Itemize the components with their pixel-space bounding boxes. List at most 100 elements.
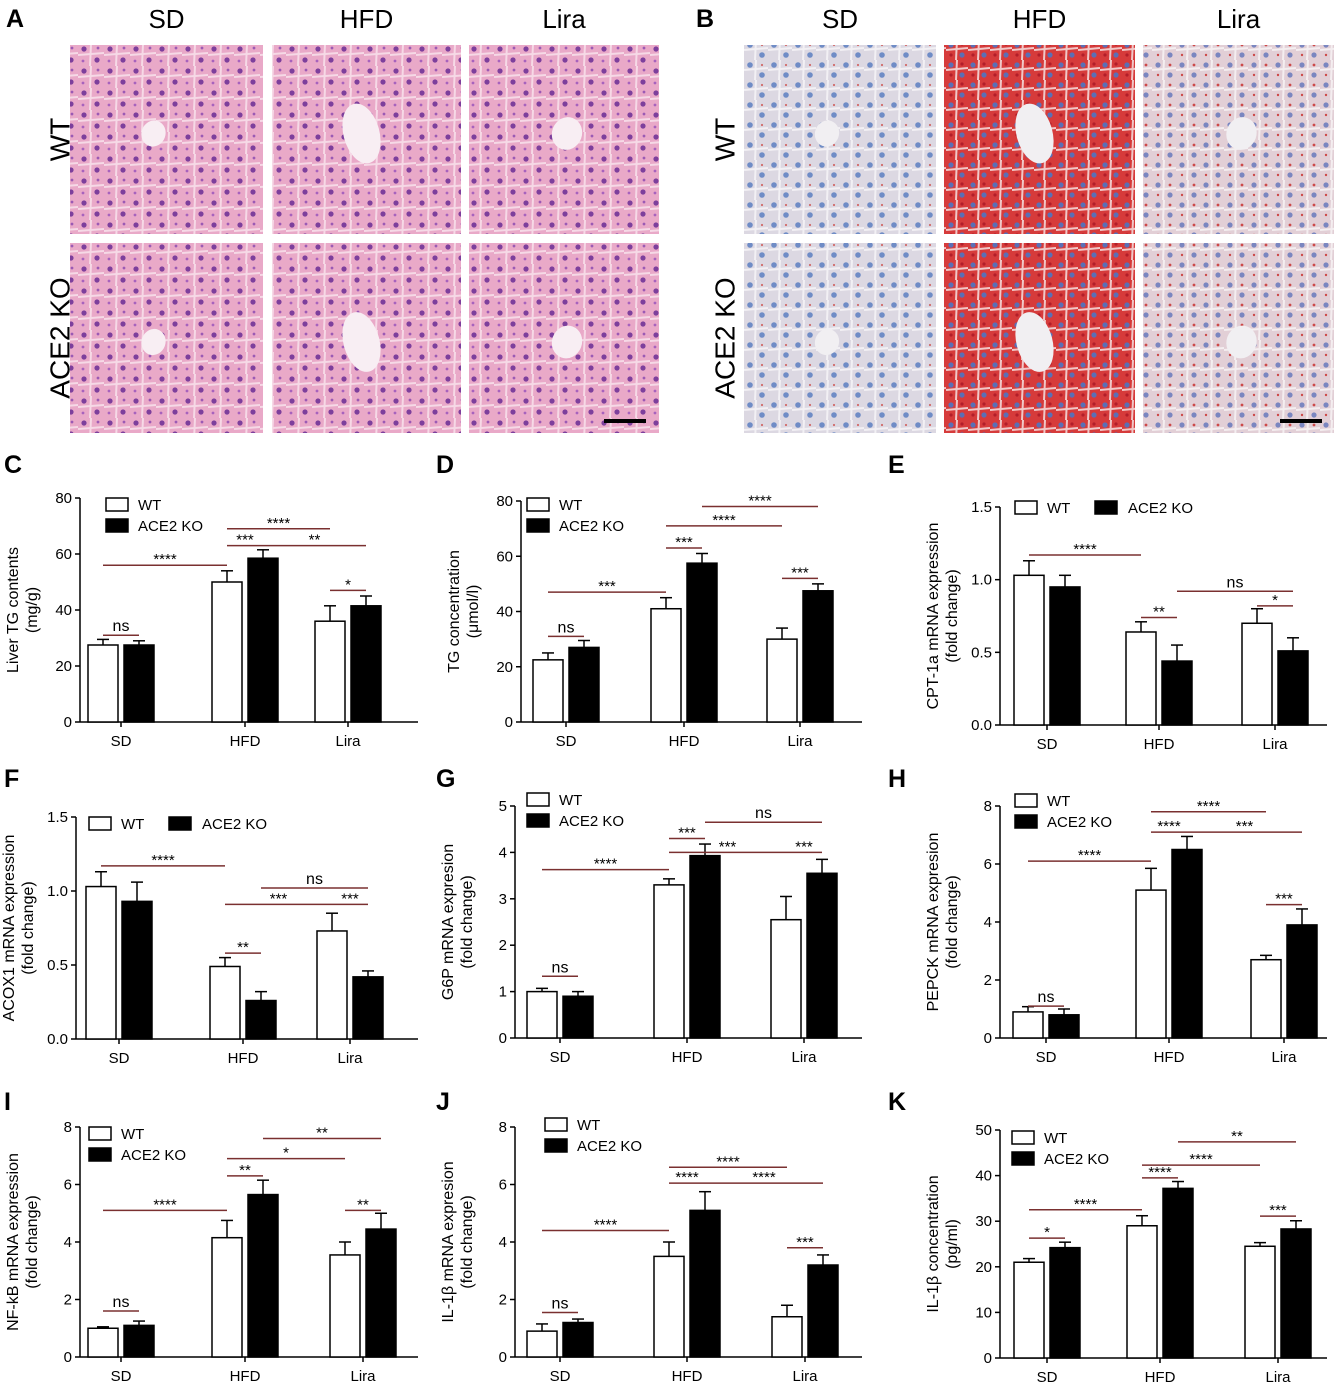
y-axis-label: (pg/ml): [944, 1219, 961, 1269]
chart-H: H 0 2 4 6 8 PEPCK mRNA expresion (fold change) S…: [888, 765, 1327, 1066]
bar-ace2-ko: [245, 999, 277, 1040]
significance-label: ****: [716, 1153, 740, 1170]
significance-label: ****: [1157, 818, 1181, 835]
y-tick-label: 0.0: [47, 1031, 68, 1048]
micrograph-tile: [944, 45, 1135, 234]
panel-label: G: [436, 765, 455, 793]
y-axis-label: TG concentration: [446, 550, 463, 673]
chart-K: K 0 10 20 30 40 50 IL-1β concentration (pg/ml) SD…: [888, 1088, 1327, 1383]
legend-label: WT: [1044, 1130, 1067, 1147]
y-tick-label: 8: [984, 798, 992, 815]
y-axis-label: PEPCK mRNA expresion: [925, 833, 942, 1012]
bar-ace2-ko: [247, 557, 279, 723]
significance-label: *: [1044, 1224, 1050, 1241]
bar-ace2-ko: [568, 646, 600, 723]
significance-label: ***: [1275, 891, 1293, 908]
x-tick-label: SD: [1037, 1369, 1058, 1383]
significance-label: ****: [1073, 541, 1097, 558]
significance-label: ****: [153, 1196, 177, 1213]
bar-wt: [650, 607, 682, 723]
legend-label: ACE2 KO: [1047, 814, 1112, 831]
y-tick-label: 60: [55, 546, 72, 563]
bar-ace2-ko: [807, 1264, 839, 1358]
panel-label: K: [888, 1088, 906, 1116]
chart-I: I 0 2 4 6 8 NF-kB mRNA expression (fold change)…: [4, 1088, 418, 1383]
column-title: Lira: [542, 4, 586, 34]
significance-label: ****: [594, 856, 618, 873]
significance-label: ns: [113, 1294, 130, 1311]
central-vein: [551, 117, 583, 150]
bar-wt: [766, 638, 798, 723]
column-title: SD: [148, 4, 184, 34]
panel-label: J: [436, 1088, 450, 1116]
y-tick-label: 30: [975, 1213, 992, 1230]
bar-wt: [1241, 622, 1273, 726]
bar-ace2-ko: [1280, 1228, 1312, 1359]
central-vein: [814, 120, 840, 147]
significance-label: ***: [796, 1234, 814, 1251]
bar-ace2-ko: [1286, 924, 1318, 1039]
y-tick-label: 1.0: [47, 883, 68, 900]
y-tick-label: 0.5: [971, 644, 992, 661]
bar-ace2-ko: [350, 605, 382, 723]
x-tick-label: SD: [550, 1368, 571, 1383]
y-tick-label: 6: [984, 856, 992, 873]
x-tick-label: SD: [109, 1050, 130, 1067]
legend-swatch-wt: [526, 497, 550, 512]
micrograph-tile: [744, 45, 936, 234]
x-tick-label: Lira: [1265, 1369, 1291, 1383]
panel-B-micrographs: B SD HFD Lira WT ACE2 KO: [696, 4, 1334, 433]
y-tick-label: 1.5: [971, 499, 992, 516]
bar-wt: [87, 1327, 119, 1358]
central-vein: [1015, 312, 1054, 372]
panel-label: A: [6, 5, 24, 33]
significance-label: ***: [1269, 1202, 1287, 1219]
x-tick-label: SD: [1036, 1049, 1057, 1066]
y-axis-label: G6P mRNA expresion: [440, 844, 457, 1000]
legend-swatch-wt: [526, 792, 550, 807]
y-tick-label: 60: [496, 548, 513, 565]
legend-label: ACE2 KO: [559, 518, 624, 535]
y-axis-label: IL-1β mRNA expresion: [440, 1161, 457, 1322]
significance-label: **: [357, 1196, 369, 1213]
legend-label: ACE2 KO: [577, 1138, 642, 1155]
tissue-image: [70, 243, 263, 433]
micrograph-tile: [70, 45, 263, 234]
y-tick-label: 5: [499, 798, 507, 815]
central-vein: [141, 328, 166, 356]
tissue-image: [70, 45, 263, 234]
micrograph-tile: [272, 243, 461, 433]
y-axis-label: (mg/g): [24, 587, 41, 633]
central-vein: [814, 328, 840, 356]
bar-wt: [526, 1330, 558, 1358]
legend-swatch-wt: [105, 497, 129, 512]
y-axis-label: NF-kB mRNA expression: [5, 1153, 22, 1331]
y-tick-label: 0: [984, 1030, 992, 1047]
legend-label: ACE2 KO: [1044, 1151, 1109, 1168]
bar-ace2-ko: [802, 590, 834, 723]
y-tick-label: 2: [64, 1292, 72, 1309]
significance-label: ****: [267, 515, 291, 532]
x-tick-label: Lira: [350, 1368, 376, 1383]
significance-label: **: [1153, 603, 1165, 620]
bar-wt: [1013, 1261, 1045, 1359]
bar-wt: [209, 965, 241, 1040]
legend-label: WT: [1047, 500, 1070, 517]
bar-ace2-ko: [123, 1324, 155, 1358]
significance-label: ****: [752, 1169, 776, 1186]
y-tick-label: 1.5: [47, 809, 68, 826]
y-tick-label: 4: [64, 1234, 72, 1251]
central-vein: [342, 312, 381, 372]
y-axis-label: (fold change): [24, 1195, 41, 1288]
bar-ace2-ko: [562, 1321, 594, 1358]
tissue-image: [744, 243, 936, 433]
x-tick-label: SD: [111, 733, 132, 750]
y-tick-label: 20: [975, 1259, 992, 1276]
bar-wt: [771, 1316, 803, 1358]
significance-label: ***: [1236, 818, 1254, 835]
legend-swatch-ace2-ko: [526, 518, 550, 533]
x-tick-label: Lira: [791, 1049, 817, 1066]
legend-swatch-wt: [544, 1117, 568, 1132]
bar-wt: [1013, 574, 1045, 726]
significance-label: ****: [153, 551, 177, 568]
